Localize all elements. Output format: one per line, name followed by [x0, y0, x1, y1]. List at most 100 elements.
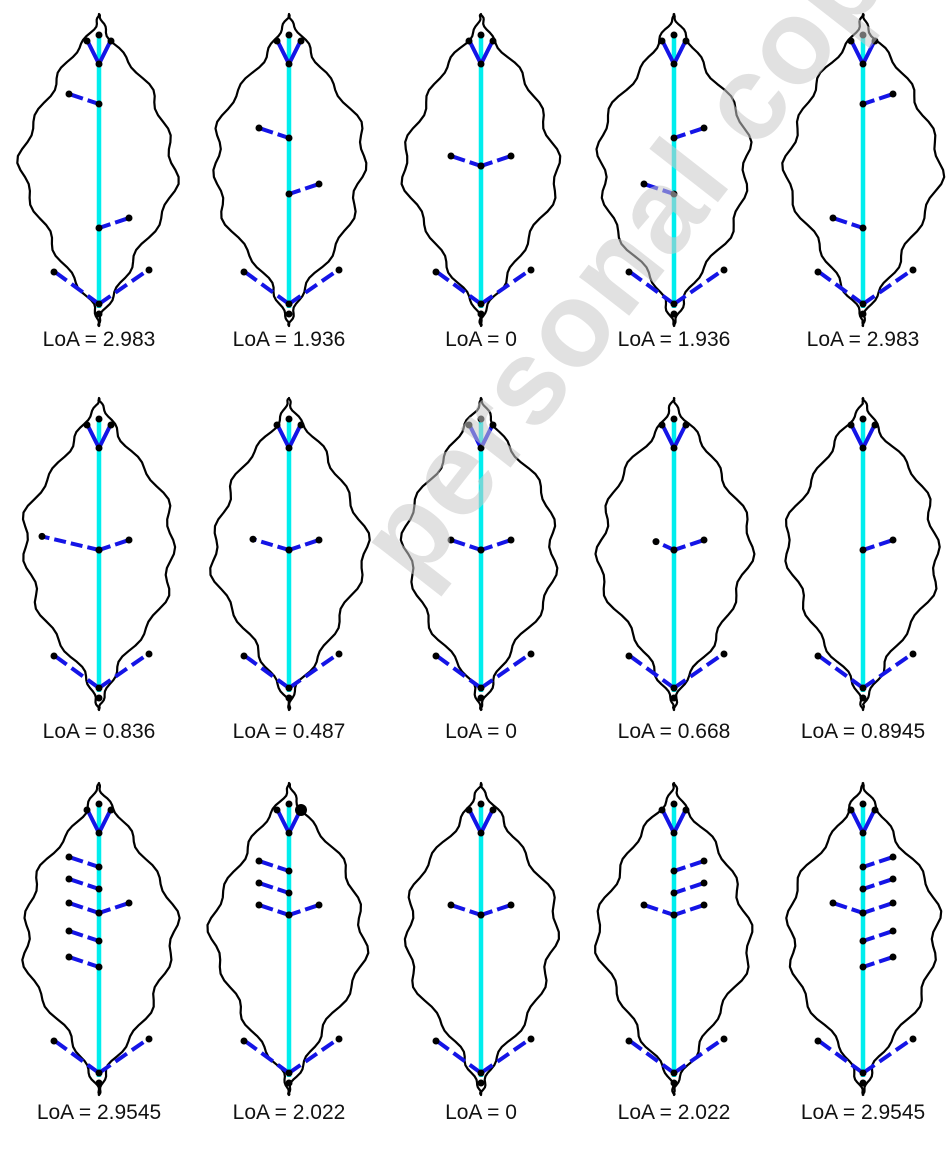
panel-caption: LoA = 2.022: [232, 1101, 346, 1124]
lateral-node-left: [447, 152, 455, 160]
apex-vein-right: [97, 41, 112, 65]
apex-node-tip: [95, 31, 103, 39]
lateral-node-right: [700, 536, 708, 544]
basal-node-right: [909, 266, 917, 274]
basal-node-right: [720, 1035, 728, 1043]
basal-node-right: [909, 650, 917, 658]
petiole-node: [285, 694, 293, 702]
base-junction-node: [859, 300, 867, 308]
lateral-node-right: [889, 90, 897, 98]
basal-node-right: [527, 650, 535, 658]
apex-vein-right: [672, 41, 687, 65]
lateral-node-right: [889, 536, 897, 544]
lateral-node-right: [889, 853, 897, 861]
lateral-junction-node: [859, 885, 867, 893]
base-junction-node: [859, 1069, 867, 1077]
lateral-node-left: [640, 901, 648, 909]
apex-node-right: [489, 37, 497, 45]
lateral-vein-right: [98, 216, 130, 230]
apex-vein-left: [468, 810, 483, 834]
lateral-node-right: [700, 124, 708, 132]
lateral-node-right: [507, 152, 515, 160]
apex-junction-node: [477, 829, 485, 837]
lateral-node-left: [829, 899, 837, 907]
lateral-vein-right: [480, 903, 512, 917]
apex-node-tip: [95, 415, 103, 423]
basal-vein-right: [479, 268, 532, 306]
leaf-outline: [209, 396, 371, 712]
apex-vein-left: [850, 425, 865, 449]
lateral-vein-left: [258, 903, 290, 917]
apex-junction-node: [670, 444, 678, 452]
basal-node-left: [240, 652, 248, 660]
lateral-node-left: [65, 90, 73, 98]
apex-node-right: [295, 804, 307, 816]
lateral-node-right: [889, 953, 897, 961]
base-junction-node: [285, 300, 293, 308]
basal-vein-left: [435, 270, 483, 306]
apex-vein-right: [861, 810, 876, 834]
lateral-node-left: [255, 124, 263, 132]
lateral-node-left: [255, 857, 263, 865]
apex-junction-node: [859, 829, 867, 837]
lateral-vein-right: [673, 903, 705, 917]
basal-vein-right: [479, 652, 532, 690]
lateral-vein-right: [673, 881, 705, 895]
basal-node-left: [625, 1037, 633, 1045]
apex-node-left: [465, 421, 473, 429]
apex-junction-node: [477, 444, 485, 452]
lateral-node-left: [65, 875, 73, 883]
basal-node-right: [145, 1035, 153, 1043]
lateral-vein-left: [450, 154, 482, 168]
apex-node-tip: [285, 800, 293, 808]
basal-vein-right: [672, 652, 725, 690]
lateral-junction-node: [670, 867, 678, 875]
leaf-outline: [206, 781, 370, 1097]
base-junction-node: [95, 300, 103, 308]
basal-vein-left: [243, 654, 291, 690]
lateral-vein-right: [673, 859, 705, 873]
lateral-node-right: [125, 214, 133, 222]
apex-node-right: [107, 421, 115, 429]
apex-node-left: [83, 806, 91, 814]
lateral-junction-node: [95, 100, 103, 108]
apex-node-tip: [670, 31, 678, 39]
basal-vein-left: [53, 1039, 101, 1075]
lateral-vein-left: [258, 126, 290, 140]
apex-junction-node: [95, 829, 103, 837]
leaf-outline: [21, 396, 177, 712]
leaf-outline: [594, 396, 756, 712]
basal-node-right: [720, 266, 728, 274]
apex-node-right: [682, 37, 690, 45]
apex-node-tip: [859, 800, 867, 808]
apex-node-right: [297, 421, 305, 429]
lateral-junction-node: [477, 546, 485, 554]
apex-node-right: [871, 37, 879, 45]
lateral-vein-left: [68, 901, 100, 915]
apex-vein-right: [287, 41, 302, 65]
basal-vein-right: [287, 1037, 340, 1075]
basal-node-left: [625, 652, 633, 660]
base-junction-node: [859, 684, 867, 692]
lateral-node-right: [507, 901, 515, 909]
petiole-node: [859, 310, 867, 318]
apex-node-tip: [859, 31, 867, 39]
lateral-junction-node: [95, 546, 103, 554]
apex-vein-left: [276, 41, 291, 65]
apex-node-left: [658, 421, 666, 429]
panel-caption: LoA = 2.9545: [36, 1101, 162, 1124]
apex-node-right: [871, 806, 879, 814]
petiole-node: [95, 1079, 103, 1087]
lateral-node-right: [889, 899, 897, 907]
apex-node-right: [107, 806, 115, 814]
basal-node-left: [814, 268, 822, 276]
lateral-junction-node: [859, 937, 867, 945]
lateral-junction-node: [670, 911, 678, 919]
apex-junction-node: [285, 444, 293, 452]
petiole-node: [285, 310, 293, 318]
lateral-junction-node: [95, 937, 103, 945]
lateral-node-left: [447, 901, 455, 909]
basal-vein-right: [97, 268, 150, 306]
apex-vein-left: [850, 810, 865, 834]
lateral-node-right: [315, 180, 323, 188]
